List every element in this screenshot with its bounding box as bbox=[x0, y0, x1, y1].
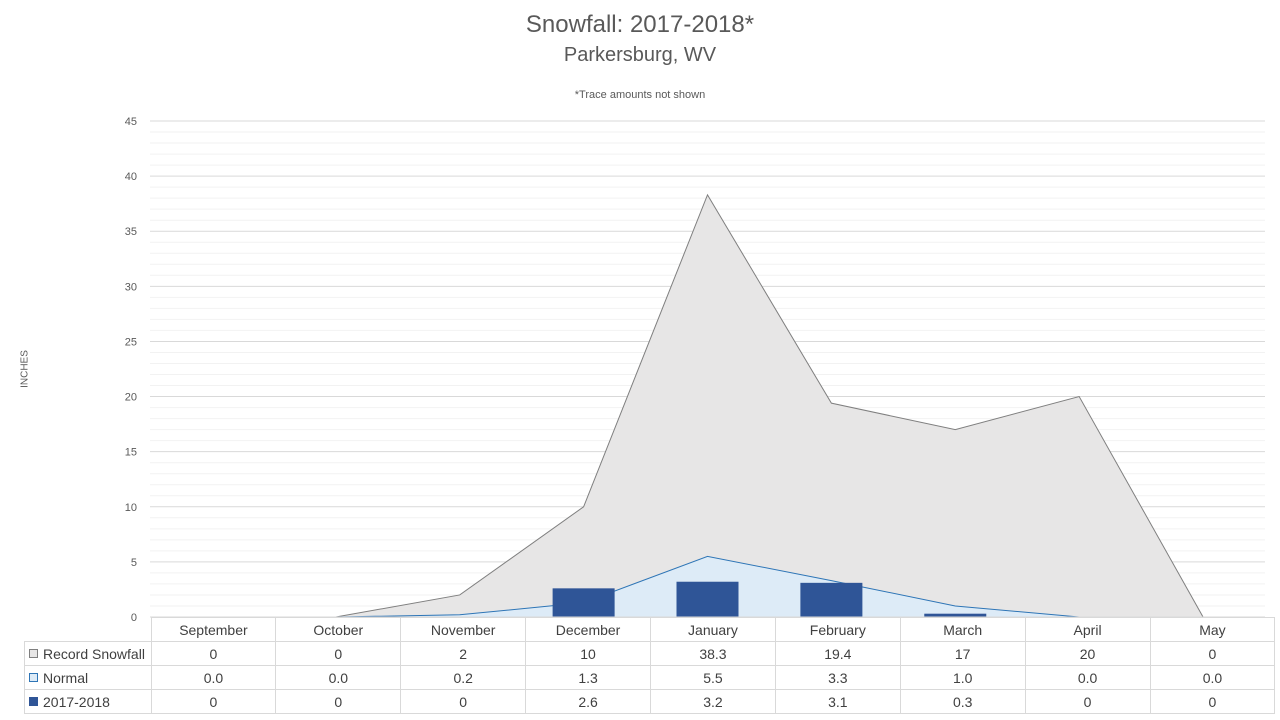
table-cell: 0 bbox=[150, 689, 277, 714]
x-category-label: September bbox=[150, 617, 277, 642]
table-cell: 2 bbox=[400, 641, 527, 666]
record-snowfall-area bbox=[211, 194, 1204, 618]
x-category-label: October bbox=[275, 617, 402, 642]
table-cell: 3.3 bbox=[774, 665, 901, 690]
table-cell: 5.5 bbox=[650, 665, 776, 690]
legend-key-swatch bbox=[29, 649, 38, 659]
table-cell: 0.2 bbox=[400, 665, 527, 690]
y-tick-label: 25 bbox=[125, 336, 137, 348]
table-cell: 20 bbox=[1024, 641, 1151, 666]
legend-label: Record Snowfall bbox=[43, 645, 145, 662]
table-cell: 0 bbox=[1024, 689, 1151, 714]
y-tick-label: 15 bbox=[125, 447, 137, 459]
chart-subtitle: Parkersburg, WV bbox=[563, 44, 717, 66]
table-cell: 3.2 bbox=[650, 689, 776, 714]
bar-2017-2018 bbox=[924, 613, 987, 617]
table-header-row: September October November December January F… bbox=[25, 617, 1276, 642]
x-category-label: January bbox=[650, 617, 776, 642]
table-cell: 2.6 bbox=[525, 689, 651, 714]
legend-key-swatch bbox=[29, 697, 38, 707]
x-category-label: December bbox=[525, 617, 651, 642]
table-cell: 0.0 bbox=[275, 665, 402, 690]
table-row: Record Snowfall 0 0 2 10 38.3 19.4 17 20 0 bbox=[24, 641, 1276, 666]
table-cell: 1.0 bbox=[899, 665, 1026, 690]
y-tick-label: 20 bbox=[125, 392, 137, 404]
x-category-label: March bbox=[899, 617, 1026, 642]
table-row: Normal 0.0 0.0 0.2 1.3 5.5 3.3 1.0 0.0 0.0 bbox=[24, 665, 1276, 690]
table-cell: 3.1 bbox=[774, 689, 901, 714]
data-table: September October November December January F… bbox=[24, 617, 1276, 714]
x-category-label: April bbox=[1024, 617, 1151, 642]
table-row: 2017-2018 0 0 0 2.6 3.2 3.1 0.3 0 0 bbox=[24, 689, 1276, 714]
table-cell: 19.4 bbox=[774, 641, 901, 666]
bar-2017-2018 bbox=[800, 582, 863, 617]
y-tick-label: 0 bbox=[131, 612, 137, 624]
table-cell: 0.0 bbox=[1024, 665, 1151, 690]
table-cell: 0 bbox=[1149, 689, 1276, 714]
table-cell: 17 bbox=[899, 641, 1026, 666]
table-corner bbox=[25, 618, 152, 642]
table-cell: 0 bbox=[275, 641, 402, 666]
table-cell: 0.0 bbox=[150, 665, 277, 690]
record-snowfall-line bbox=[211, 193, 1204, 618]
legend-entry: Record Snowfall bbox=[24, 641, 152, 666]
table-cell: 0 bbox=[1149, 641, 1276, 666]
y-tick-label: 30 bbox=[125, 281, 137, 293]
x-category-label: November bbox=[400, 617, 527, 642]
y-tick-label: 5 bbox=[131, 557, 137, 569]
y-tick-label: 35 bbox=[125, 226, 137, 238]
legend-label: 2017-2018 bbox=[43, 693, 110, 710]
chart-title: Snowfall: 2017-2018* bbox=[525, 11, 755, 38]
bar-2017-2018 bbox=[676, 581, 739, 617]
legend-key-swatch bbox=[29, 673, 38, 683]
table-cell: 1.3 bbox=[525, 665, 651, 690]
y-tick-label: 45 bbox=[125, 116, 137, 128]
legend-label: Normal bbox=[43, 669, 89, 686]
legend-entry: Normal bbox=[24, 665, 152, 690]
table-cell: 0.3 bbox=[899, 689, 1026, 714]
table-cell: 0 bbox=[400, 689, 527, 714]
chart-note: *Trace amounts not shown bbox=[574, 89, 706, 101]
normal-line bbox=[211, 555, 1204, 618]
bar-2017-2018 bbox=[552, 588, 615, 617]
table-cell: 0 bbox=[275, 689, 402, 714]
legend-entry: 2017-2018 bbox=[24, 689, 152, 714]
table-cell: 10 bbox=[525, 641, 651, 666]
table-cell: 0 bbox=[150, 641, 277, 666]
x-category-label: May bbox=[1149, 617, 1276, 642]
y-tick-label: 10 bbox=[125, 502, 137, 514]
x-category-label: February bbox=[774, 617, 901, 642]
table-cell: 0.0 bbox=[1149, 665, 1276, 690]
y-tick-label: 40 bbox=[125, 171, 137, 183]
table-cell: 38.3 bbox=[650, 641, 776, 666]
